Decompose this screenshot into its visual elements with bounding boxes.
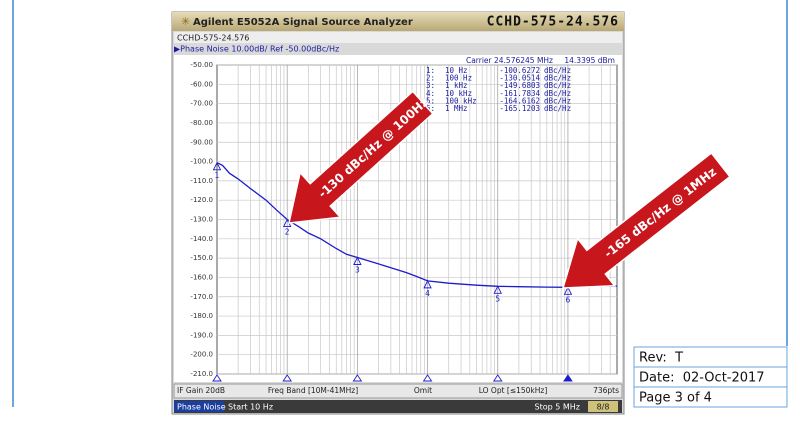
doc-page: Page 3 of 4: [639, 391, 712, 406]
logo: ✳: [181, 15, 190, 28]
page-tab: [588, 401, 618, 412]
footer-start: Start 10 Hz: [228, 403, 273, 412]
y-tick-label: -60.00: [190, 80, 213, 88]
marker-label: 3: [355, 266, 360, 275]
marker-table-id: 1:: [426, 66, 435, 75]
marker-table-id: 4:: [426, 89, 435, 98]
status-items: IF Gain 20dB Freq Band [10M-41MHz] Omit LO …: [177, 386, 619, 395]
marker-table-unit: dBc/Hz: [544, 104, 571, 113]
status-bar: [173, 383, 623, 399]
marker-table-unit: dBc/Hz: [544, 81, 571, 90]
axis-marker: [212, 374, 222, 382]
marker-table-id: 3:: [426, 81, 435, 90]
arrow-shape: [561, 151, 731, 289]
marker-table-value: -130.0514: [499, 74, 540, 83]
marker-table-freq: 100 kHz: [445, 96, 477, 105]
arrow-shape: [288, 90, 434, 224]
doc-date: Date: 02-Oct-2017: [639, 371, 765, 386]
carrier-power: 14.3395 dBm: [564, 56, 615, 65]
y-tick-label: -80.00: [190, 119, 213, 127]
y-tick-label: -130.0: [190, 216, 213, 224]
marker-table-unit: dBc/Hz: [544, 96, 571, 105]
y-tick-label: -150.0: [190, 254, 213, 262]
marker-table-value: -164.6162: [499, 96, 540, 105]
axis-marker: [422, 374, 433, 382]
marker-table-unit: dBc/Hz: [544, 66, 571, 75]
marker-table-freq: 1 MHz: [445, 104, 468, 113]
marker: [212, 161, 222, 171]
y-tick-label: -110.0: [190, 177, 213, 185]
marker-table-unit: dBc/Hz: [544, 74, 571, 83]
marker-label: 1: [215, 171, 220, 180]
y-tick-label: -180.0: [190, 312, 213, 320]
instrument-name: Agilent E5052A Signal Source Analyzer: [193, 17, 413, 28]
status-item: Freq Band [10M-41MHz]: [268, 386, 358, 395]
marker-table-freq: 10 Hz: [445, 66, 468, 75]
y-tick-label: -160.0: [190, 273, 213, 281]
part-number: CCHD-575-24.576: [487, 15, 619, 30]
doc-rev: Rev: T: [639, 351, 683, 366]
marker-table-value: -161.7834: [499, 89, 540, 98]
status-item: 736pts: [593, 386, 619, 395]
marker-table-value: -100.6272: [499, 66, 540, 75]
y-tick-label: -70.00: [190, 100, 213, 108]
title-bar: [172, 12, 624, 31]
marker-table-unit: dBc/Hz: [544, 89, 571, 98]
y-tick-label: -170.0: [190, 293, 213, 301]
marker-table-freq: 100 Hz: [445, 74, 472, 83]
mode-tab: [174, 401, 224, 412]
footer-page: 8/8: [597, 403, 610, 412]
marker: [493, 285, 502, 294]
footer-bar: [174, 400, 622, 413]
marker-label: 6: [566, 295, 571, 304]
marker: [563, 286, 573, 295]
marker-table-freq: 1 kHz: [445, 81, 468, 90]
y-tick-label: -120.0: [190, 196, 213, 204]
status-item: Omit: [414, 386, 432, 395]
carrier: Carrier 24.576245 MHz: [466, 56, 553, 65]
marker-label: 5: [495, 294, 500, 303]
status-item: IF Gain 20dB: [177, 386, 225, 395]
marker-table-id: 2:: [426, 74, 435, 83]
marker-table-id: 6:: [426, 104, 435, 113]
y-tick-label: -200.0: [190, 351, 213, 359]
y-tick-label: -210.0: [190, 370, 213, 378]
y-tick-label: -190.0: [190, 331, 213, 339]
marker-table-freq: 10 kHz: [445, 89, 472, 98]
marker-label: 4: [425, 289, 430, 298]
subpart: CCHD-575-24.576: [177, 34, 249, 43]
footer-mode: Phase Noise: [177, 403, 226, 412]
mode-line: ▶Phase Noise 10.00dB/ Ref -50.00dBc/Hz: [174, 45, 339, 54]
y-tick-label: -90.00: [190, 138, 213, 146]
axis-marker: [563, 374, 573, 382]
axis-marker: [282, 374, 293, 382]
y-tick-label: -140.0: [190, 235, 213, 243]
footer-stop: Stop 5 MHz: [535, 403, 580, 412]
y-tick-label: -50.00: [190, 61, 213, 69]
axis-marker: [492, 374, 503, 382]
marker: [353, 256, 362, 265]
plot: 1 1: 10 Hz -100.6272 dBc/Hz 2 2: 100 Hz -130.051…: [212, 66, 618, 382]
status-item: LO Opt [≤150kHz]: [479, 386, 548, 395]
subheader: [174, 32, 622, 43]
doc-box: Rev: T Date: 02-Oct-2017 Page 3 of 4: [633, 346, 788, 408]
marker-table-id: 5:: [426, 96, 435, 105]
marker-table-value: -149.6803: [499, 81, 540, 90]
axis-marker: [352, 374, 363, 382]
marker: [423, 279, 432, 289]
doc-box-frame: [633, 346, 788, 408]
marker-label: 2: [285, 228, 290, 237]
y-tick-label: -100.0: [190, 158, 213, 166]
marker-table-value: -165.1203: [499, 104, 540, 113]
